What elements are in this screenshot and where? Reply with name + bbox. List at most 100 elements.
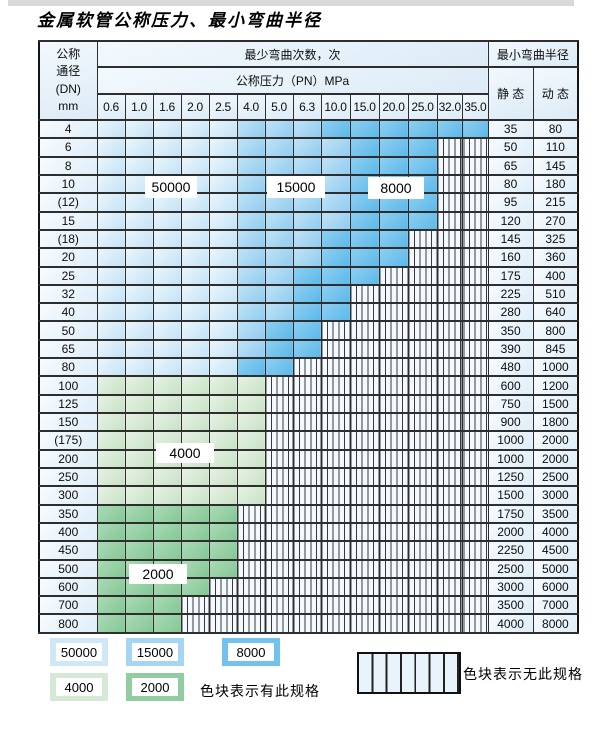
dynamic-radius-value: 4500 <box>532 540 579 561</box>
spec-cell-15000-4.0 <box>236 192 266 213</box>
pressure-tick: 25.0 <box>407 93 438 121</box>
no-spec-cell-25.0 <box>407 302 438 323</box>
spec-cell-4000-1.0 <box>124 485 154 506</box>
spec-cell-15000-4.0 <box>236 265 266 286</box>
no-spec-cell-25.0 <box>407 485 438 506</box>
dynamic-radius-value: 8000 <box>532 613 579 634</box>
no-spec-cell-6.3 <box>292 521 322 543</box>
spec-cell-8000-25.0 <box>407 137 438 158</box>
dn-cell: 25 <box>38 265 98 286</box>
dn-cell: 6 <box>38 137 98 158</box>
no-spec-cell-5.0 <box>264 430 294 451</box>
no-spec-cell-15.0 <box>349 466 380 488</box>
spec-cell-15000-5.0 <box>264 210 294 231</box>
spec-cell-4000-0.6 <box>96 375 126 396</box>
spec-cell-15000-10.0 <box>320 155 351 176</box>
table-row: 8 65 145 <box>38 155 579 176</box>
spec-cell-50000-0.6 <box>96 320 126 341</box>
spec-cell-50000-0.6 <box>96 247 126 268</box>
no-spec-cell-32.0 <box>436 228 463 250</box>
spec-cell-50000-1.0 <box>124 118 154 140</box>
no-spec-cell-35.0 <box>462 338 489 360</box>
dynamic-radius-value: 360 <box>532 247 579 268</box>
no-spec-cell-10.0 <box>320 375 351 396</box>
spec-cell-4000-4.0 <box>236 430 266 451</box>
spec-cell-4000-2.5 <box>208 411 238 433</box>
spec-cell-4000-4.0 <box>236 466 266 488</box>
spec-cell-4000-4.0 <box>236 411 266 433</box>
legend-swatch-50000-value: 50000 <box>56 643 102 661</box>
no-spec-cell-35.0 <box>462 210 489 231</box>
cycle-label-2000: 2000 <box>129 564 187 584</box>
no-spec-cell-20.0 <box>378 283 409 305</box>
spec-cell-2000-1.6 <box>152 613 182 634</box>
spec-cell-50000-1.0 <box>124 210 154 231</box>
pressure-tick: 2.5 <box>208 93 238 121</box>
top-strip <box>8 0 574 6</box>
no-spec-cell-5.0 <box>264 411 294 433</box>
spec-cell-50000-2.0 <box>180 118 210 140</box>
spec-cell-2000-2.0 <box>180 503 210 524</box>
legend-swatch-2000: 2000 <box>126 673 184 701</box>
no-spec-cell-20.0 <box>378 302 409 323</box>
spec-cell-4000-2.0 <box>180 375 210 396</box>
spec-cell-50000-2.5 <box>208 155 238 176</box>
no-spec-cell-25.0 <box>407 466 438 488</box>
no-spec-cell-32.0 <box>436 155 463 176</box>
no-spec-cell-10.0 <box>320 558 351 579</box>
no-spec-cell-20.0 <box>378 576 409 598</box>
spec-cell-4000-2.0 <box>180 393 210 415</box>
spec-cell-50000-0.6 <box>96 192 126 213</box>
spec-cell-50000-2.0 <box>180 228 210 250</box>
static-radius-value: 350 <box>487 320 534 341</box>
spec-cell-50000-1.6 <box>152 137 182 158</box>
spec-cell-15000-4.0 <box>236 210 266 231</box>
dn-cell: 800 <box>38 613 98 634</box>
spec-cell-8000-10.0 <box>320 302 351 323</box>
spec-cell-4000-2.0 <box>180 485 210 506</box>
spec-cell-50000-2.5 <box>208 338 238 360</box>
spec-cell-50000-0.6 <box>96 283 126 305</box>
no-spec-cell-32.0 <box>436 448 463 469</box>
dynamic-radius-value: 400 <box>532 265 579 286</box>
no-spec-cell-20.0 <box>378 558 409 579</box>
pressure-tick: 32.0 <box>436 93 463 121</box>
table-row: 40 280 640 <box>38 302 579 323</box>
spec-cell-8000-6.3 <box>292 320 322 341</box>
spec-cell-2000-2.0 <box>180 576 210 598</box>
spec-cell-50000-2.0 <box>180 247 210 268</box>
spec-cell-2000-2.5 <box>208 521 238 543</box>
no-spec-cell-15.0 <box>349 338 380 360</box>
no-spec-cell-32.0 <box>436 375 463 396</box>
pressure-tick: 2.0 <box>180 93 210 121</box>
no-spec-cell-5.0 <box>264 576 294 598</box>
spec-cell-2000-0.6 <box>96 558 126 579</box>
spec-cell-50000-0.6 <box>96 155 126 176</box>
no-spec-cell-35.0 <box>462 357 489 378</box>
spec-cell-2000-1.6 <box>152 503 182 524</box>
no-spec-cell-32.0 <box>436 302 463 323</box>
dynamic-radius-value: 845 <box>532 338 579 360</box>
spec-cell-4000-1.0 <box>124 375 154 396</box>
spec-cell-8000-6.3 <box>292 283 322 305</box>
no-spec-cell-25.0 <box>407 411 438 433</box>
spec-cell-50000-2.0 <box>180 302 210 323</box>
no-spec-cell-6.3 <box>292 411 322 433</box>
no-spec-cell-15.0 <box>349 613 380 634</box>
spec-cell-8000-15.0 <box>349 265 380 286</box>
table-row: 15 120 270 <box>38 210 579 231</box>
spec-cell-50000-2.5 <box>208 228 238 250</box>
no-spec-cell-35.0 <box>462 393 489 415</box>
spec-cell-4000-4.0 <box>236 485 266 506</box>
spec-cell-15000-6.3 <box>292 247 322 268</box>
spec-cell-50000-1.6 <box>152 247 182 268</box>
dynamic-radius-value: 80 <box>532 118 579 140</box>
spec-cell-4000-1.0 <box>124 411 154 433</box>
no-spec-cell-10.0 <box>320 411 351 433</box>
no-spec-cell-32.0 <box>436 265 463 286</box>
static-radius-value: 80 <box>487 173 534 195</box>
spec-cell-8000-15.0 <box>349 155 380 176</box>
no-spec-cell-6.3 <box>292 540 322 561</box>
no-spec-cell-10.0 <box>320 576 351 598</box>
dn-cell: 15 <box>38 210 98 231</box>
